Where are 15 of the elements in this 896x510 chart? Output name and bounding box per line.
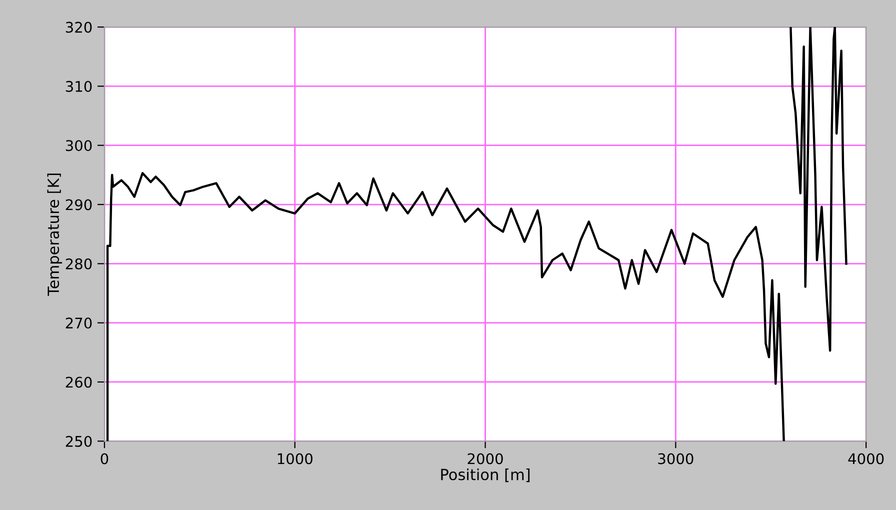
x-tick-label: 3000 (658, 453, 694, 464)
y-tick-label: 310 (66, 80, 92, 92)
x-tick-label: 0 (100, 453, 108, 464)
y-tick-label: 290 (66, 199, 92, 210)
x-axis-title: Position [m] (441, 468, 530, 482)
y-tick-label: 280 (66, 258, 92, 270)
y-tick-label: 300 (66, 140, 92, 152)
y-tick-label: 250 (66, 436, 92, 447)
x-tick-label: 1000 (278, 453, 312, 464)
y-axis-title: Temperature [K] (47, 174, 62, 296)
y-tick-label: 320 (66, 22, 92, 33)
x-tick-label: 4000 (848, 453, 884, 464)
y-tick-label: 260 (66, 376, 92, 388)
y-tick-label: 270 (66, 318, 92, 329)
x-tick-label: 2000 (468, 453, 503, 464)
